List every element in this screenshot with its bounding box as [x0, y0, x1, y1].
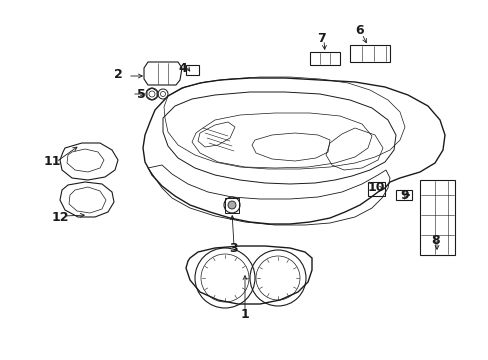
Text: 6: 6: [355, 23, 364, 36]
Text: 1: 1: [240, 309, 249, 321]
Text: 11: 11: [43, 156, 61, 168]
Text: 4: 4: [178, 62, 187, 75]
Text: 3: 3: [229, 242, 238, 255]
Text: 9: 9: [400, 189, 408, 202]
Text: 8: 8: [431, 234, 439, 247]
Text: 12: 12: [51, 211, 69, 225]
Text: 2: 2: [113, 68, 122, 81]
Text: 7: 7: [317, 31, 325, 45]
Text: 5: 5: [136, 89, 145, 102]
Text: 10: 10: [366, 181, 384, 194]
Circle shape: [227, 201, 236, 209]
